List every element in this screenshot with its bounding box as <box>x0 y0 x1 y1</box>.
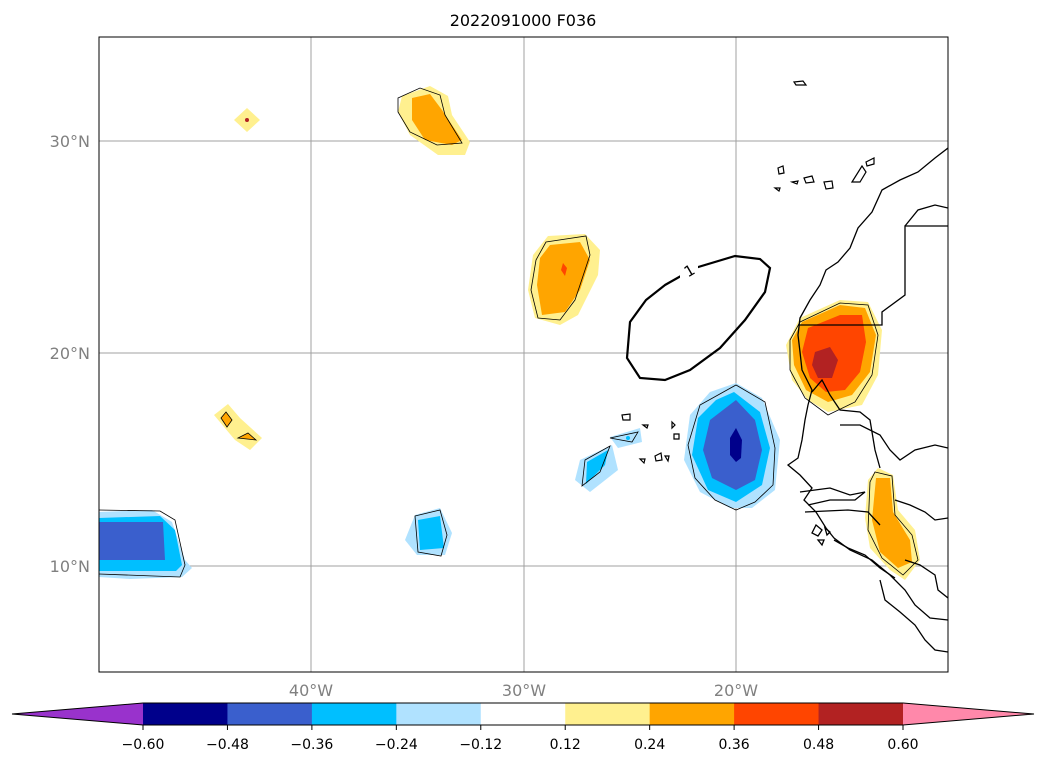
map-frame <box>98 36 949 673</box>
longitude-labels: 40°W 30°W 20°W <box>289 681 758 700</box>
lat-label-30n: 30°N <box>50 132 90 151</box>
colorbar-extend-high <box>903 703 1034 725</box>
colorbar-tick-label: 0.36 <box>719 737 750 753</box>
positive-anomaly-south-coast <box>865 468 920 580</box>
negative-anomaly-cape-verde-west <box>575 428 642 492</box>
colorbar-segment <box>565 703 651 725</box>
colorbar-tick-label: −0.12 <box>459 737 502 753</box>
positive-anomaly-africa-coast <box>786 300 882 416</box>
positive-anomaly-west-pair <box>214 404 262 450</box>
gridlines <box>99 37 948 672</box>
colorbar-segment <box>649 703 735 725</box>
map-title: 2022091000 F036 <box>450 11 597 30</box>
map-panel: 1 <box>98 36 949 673</box>
negative-anomaly-small-center <box>405 508 452 557</box>
negative-anomaly-east <box>684 383 780 511</box>
latitude-labels: 30°N 20°N 10°N <box>50 132 90 576</box>
positive-anomaly-north <box>397 86 470 155</box>
contour-line-1 <box>625 254 772 382</box>
colorbar-tick-label: 0.24 <box>634 737 665 753</box>
positive-anomaly-tiny <box>234 108 260 132</box>
positive-anomaly-central <box>528 234 600 325</box>
lat-label-20n: 20°N <box>50 344 90 363</box>
colorbar-segment <box>227 703 313 725</box>
africa-coastline <box>786 147 948 653</box>
colorbar-segment <box>396 703 482 725</box>
lon-label-40w: 40°W <box>289 681 333 700</box>
colorbar-tick-label: −0.36 <box>290 737 333 753</box>
negative-anomaly-west <box>99 509 192 579</box>
colorbar-tick-label: 0.48 <box>803 737 834 753</box>
colorbar-segment <box>143 703 228 725</box>
lat-label-10n: 10°N <box>50 557 90 576</box>
colorbar-segment <box>818 703 904 725</box>
colorbar-tick-label: 0.60 <box>887 737 918 753</box>
colorbar: −0.60 −0.48 −0.36 −0.24 −0.12 0.12 0.24 0.36 0.4… <box>11 702 1035 753</box>
colorbar-tick-label: −0.24 <box>375 737 418 753</box>
colorbar-extend-low <box>12 703 143 725</box>
lon-label-30w: 30°W <box>502 681 546 700</box>
lon-label-20w: 20°W <box>714 681 758 700</box>
colorbar-tick-label: −0.48 <box>206 737 249 753</box>
colorbar-segment <box>480 703 566 725</box>
colorbar-segment <box>734 703 820 725</box>
colorbar-tick-label: −0.60 <box>122 737 165 753</box>
colorbar-tick-label: 0.12 <box>550 737 581 753</box>
islands <box>621 80 875 465</box>
colorbar-segment <box>311 703 397 725</box>
